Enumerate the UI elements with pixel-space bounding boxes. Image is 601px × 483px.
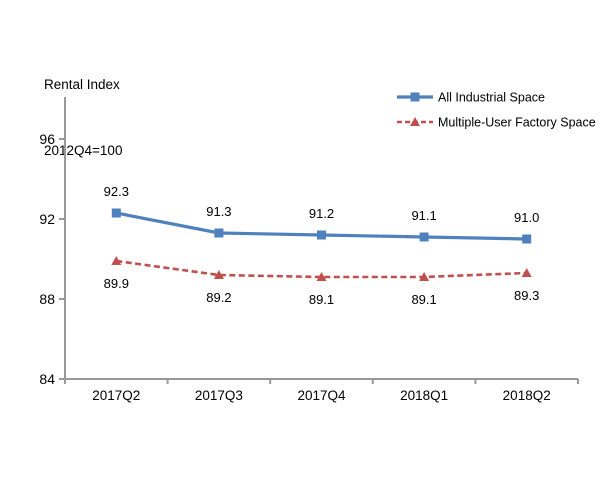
data-label-multiple-user-factory-space: 89.2 — [206, 290, 231, 305]
data-label-multiple-user-factory-space: 89.9 — [104, 276, 129, 291]
x-tick-label: 2017Q2 — [92, 388, 140, 403]
data-label-all-industrial-space: 91.0 — [514, 210, 539, 225]
series-line-multiple-user-factory-space — [116, 259, 527, 279]
chart-title-line2: 2012Q4=100 — [44, 143, 123, 158]
marker-square-all-industrial-space — [111, 208, 121, 218]
marker-triangle-multiple-user-factory-space — [213, 270, 224, 279]
chart-title: Rental Index 2012Q4=100 — [44, 30, 122, 206]
y-tick-label: 88 — [39, 291, 55, 307]
marker-square-all-industrial-space — [419, 232, 429, 242]
marker-triangle-multiple-user-factory-space — [111, 256, 122, 265]
marker-square-all-industrial-space — [317, 230, 326, 240]
legend-label-all-industrial-space: All Industrial Space — [438, 91, 545, 105]
data-label-multiple-user-factory-space: 89.3 — [514, 288, 539, 303]
x-tick-label: 2017Q3 — [195, 388, 243, 403]
legend-marker-square-all-industrial-space — [410, 92, 420, 102]
y-tick-label: 96 — [39, 131, 55, 147]
x-tick-label: 2017Q4 — [297, 388, 346, 403]
chart-title-line1: Rental Index — [44, 77, 120, 92]
data-label-all-industrial-space: 92.3 — [104, 184, 129, 199]
x-tick-label: 2018Q2 — [503, 388, 551, 403]
marker-triangle-multiple-user-factory-space — [521, 268, 532, 277]
marker-square-all-industrial-space — [522, 234, 532, 244]
data-label-all-industrial-space: 91.2 — [309, 206, 334, 221]
legend-label-multiple-user-factory-space: Multiple-User Factory Space — [438, 116, 596, 130]
marker-triangle-multiple-user-factory-space — [316, 272, 327, 281]
marker-square-all-industrial-space — [214, 228, 224, 238]
data-label-multiple-user-factory-space: 89.1 — [411, 292, 436, 307]
data-label-all-industrial-space: 91.1 — [411, 208, 436, 223]
x-tick-label: 2018Q1 — [400, 388, 448, 403]
data-label-multiple-user-factory-space: 89.1 — [309, 292, 334, 307]
y-tick-label: 92 — [39, 211, 55, 227]
marker-triangle-multiple-user-factory-space — [419, 272, 430, 281]
legend-marker-triangle-multiple-user-factory-space — [410, 117, 420, 126]
data-label-all-industrial-space: 91.3 — [206, 204, 231, 219]
y-tick-label: 84 — [39, 371, 55, 387]
